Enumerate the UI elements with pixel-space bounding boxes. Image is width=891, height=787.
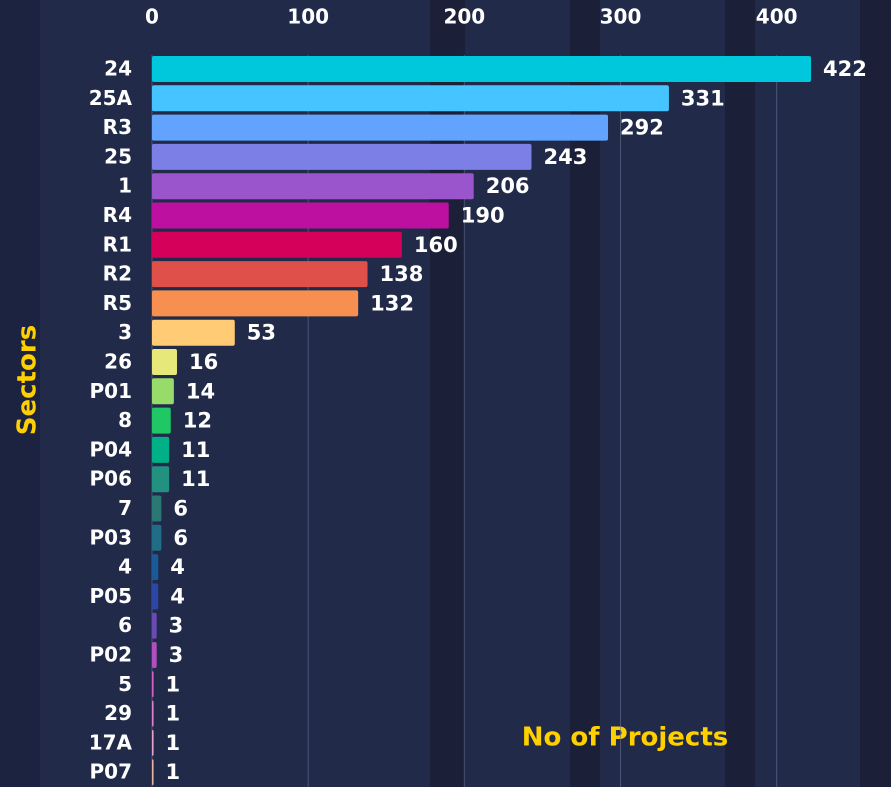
bar [152,144,531,170]
bar [152,554,158,580]
bar [152,496,161,522]
chart: Sectors No of Projects 01002003004002442… [0,0,891,787]
y-tick-label: 1 [118,174,132,198]
y-tick-label: 26 [104,350,132,374]
bar [152,173,474,199]
y-tick-label: 17A [89,730,133,754]
y-tick-label: P06 [90,467,133,491]
value-label: 1 [166,760,181,784]
value-label: 292 [620,116,664,140]
value-label: 16 [189,350,218,374]
y-tick-label: 5 [118,672,132,696]
value-label: 1 [166,731,181,755]
value-label: 53 [247,321,276,345]
bar [152,730,154,756]
bar [152,261,368,287]
value-label: 422 [823,57,867,81]
y-tick-label: P07 [90,760,133,784]
value-label: 206 [486,174,530,198]
bar [152,85,669,111]
value-label: 4 [170,584,185,608]
y-tick-label: R4 [103,203,132,227]
value-label: 14 [186,379,215,403]
y-tick-label: R2 [103,262,132,286]
y-tick-label: R5 [103,291,132,315]
bar [152,642,157,668]
y-axis-title: Sectors [13,325,43,435]
value-label: 132 [370,291,414,315]
y-tick-label: P05 [90,584,133,608]
value-label: 6 [173,497,188,521]
value-label: 11 [181,467,210,491]
y-tick-label: P02 [90,643,133,667]
value-label: 243 [543,145,587,169]
y-tick-label: R3 [103,115,132,139]
y-tick-label: 8 [118,408,132,432]
bar [152,320,235,346]
value-label: 190 [461,204,505,228]
bar [152,203,449,229]
bar [152,466,169,492]
value-label: 1 [166,702,181,726]
value-label: 3 [169,614,184,638]
value-label: 6 [173,526,188,550]
bar [152,232,402,258]
bar [152,759,154,785]
bar [152,349,177,375]
bar [152,525,161,551]
bar [152,378,174,404]
x-tick-label: 300 [600,5,642,29]
bar [152,408,171,434]
y-tick-label: 4 [118,555,132,579]
value-label: 331 [681,86,725,110]
bar [152,437,169,463]
bar [152,583,158,609]
y-tick-label: 25A [89,86,133,110]
y-tick-label: P01 [90,379,133,403]
value-label: 12 [183,409,212,433]
y-tick-label: P03 [90,525,133,549]
y-tick-label: 25 [104,144,132,168]
value-label: 11 [181,438,210,462]
y-tick-label: 7 [118,496,132,520]
x-tick-label: 0 [145,5,159,29]
y-tick-label: 6 [118,613,132,637]
bar [152,56,811,82]
value-label: 1 [166,672,181,696]
x-tick-label: 100 [287,5,329,29]
y-tick-label: 24 [104,57,132,81]
y-tick-label: R1 [103,232,132,256]
y-tick-label: 29 [104,701,132,725]
value-label: 160 [414,233,458,257]
x-tick-label: 200 [443,5,485,29]
x-tick-label: 400 [756,5,798,29]
bar [152,671,154,697]
value-label: 3 [169,643,184,667]
value-label: 138 [380,262,424,286]
y-tick-label: 3 [118,320,132,344]
x-axis-title: No of Projects [522,723,729,753]
y-tick-label: P04 [90,437,133,461]
bar [152,115,608,141]
bar [152,701,154,727]
bar [152,290,358,316]
value-label: 4 [170,555,185,579]
bar [152,613,157,639]
